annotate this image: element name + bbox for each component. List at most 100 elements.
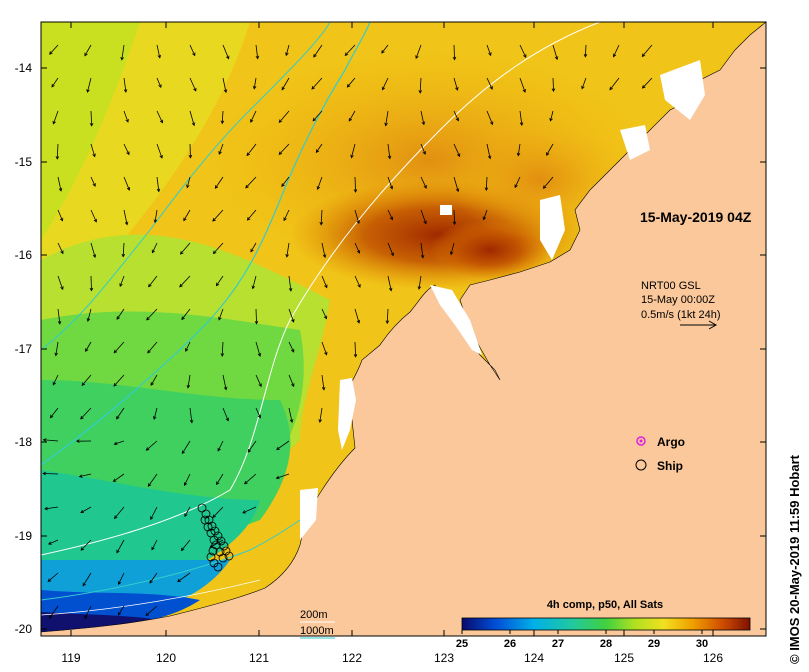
colorbar-tick-label: 26 (504, 638, 516, 650)
current-arrow (212, 242, 224, 255)
current-arrow (244, 473, 257, 485)
current-arrow (216, 473, 224, 486)
current-arrow (486, 110, 494, 126)
current-arrow (49, 44, 59, 55)
current-arrow (186, 374, 191, 389)
current-arrow (180, 539, 191, 552)
colorbar-ticks: 25 26 27 28 29 30 (456, 630, 708, 650)
current-arrow (486, 77, 493, 90)
current-arrow (180, 242, 191, 255)
current-arrow (181, 308, 191, 321)
current-arrow (417, 275, 422, 290)
current-arrow (551, 77, 556, 93)
contour-1000m-label: 1000m (300, 625, 334, 637)
current-arrow (609, 77, 620, 91)
current-arrow (453, 77, 459, 91)
current-arrow (189, 110, 196, 127)
current-arrow (486, 143, 492, 160)
current-arrow (278, 143, 290, 155)
current-arrow (281, 176, 290, 187)
current-arrow (387, 242, 394, 257)
contour-200m (41, 22, 601, 556)
current-arrow (218, 308, 224, 321)
current-arrow (420, 209, 427, 225)
current-arrow (313, 44, 323, 58)
current-arrow (217, 440, 224, 452)
current-arrow (52, 374, 59, 386)
current-scale: 0.5m/s (1kt 24h) (641, 309, 720, 321)
current-arrow (47, 539, 59, 545)
contour-200m-b (41, 579, 261, 616)
current-arrow (316, 176, 323, 190)
current-arrow (90, 176, 96, 187)
current-arrow (452, 209, 457, 226)
current-arrow (519, 77, 526, 93)
current-arrow (212, 209, 224, 222)
current-arrow (149, 572, 158, 584)
legend: Argo Ship (635, 435, 685, 473)
current-arrow (315, 143, 323, 154)
current-arrow (242, 506, 257, 514)
current-arrow (148, 275, 158, 288)
current-arrow (156, 143, 163, 159)
current-time: 15-May 00:00Z (641, 294, 715, 306)
current-arrow (86, 308, 92, 322)
current-arrow (255, 407, 262, 419)
current-arrow (354, 308, 361, 324)
scale-arrow-icon (680, 320, 718, 330)
current-arrow (250, 242, 257, 253)
current-arrow (156, 77, 162, 89)
current-arrow (516, 143, 521, 157)
current-arrow (222, 44, 230, 60)
current-arrow (381, 77, 389, 91)
ship-observation (211, 540, 221, 550)
current-arrow (348, 110, 356, 122)
lat-tick-label: -16 (15, 248, 33, 262)
current-arrow (183, 473, 191, 486)
lon-tick-label: 120 (156, 651, 176, 665)
current-arrow (321, 374, 326, 391)
current-arrow (288, 407, 294, 423)
current-arrow (321, 275, 328, 289)
current-arrow (278, 110, 290, 124)
current-arrow (220, 110, 225, 125)
current-arrow (321, 242, 327, 259)
current-arrow (119, 275, 125, 288)
current-arrow (90, 242, 97, 259)
lat-tick-label: -19 (15, 529, 33, 543)
current-arrow (387, 275, 393, 292)
contour-200m-label: 200m (300, 609, 328, 621)
current-arrow (255, 44, 260, 60)
current-arrow (151, 539, 158, 551)
current-arrow (542, 176, 554, 189)
current-arrow (546, 143, 554, 156)
current-arrow (222, 77, 228, 94)
current-arrow (44, 506, 59, 511)
current-arrow (254, 308, 259, 325)
current-arrow (255, 374, 262, 388)
current-arrow (387, 143, 392, 160)
current-arrow (116, 407, 125, 420)
current-arrow (51, 77, 59, 88)
lon-tick-label: 124 (524, 651, 544, 665)
ship-observation (197, 503, 207, 513)
current-arrow (186, 176, 191, 189)
current-arrow (80, 506, 92, 514)
current-arrow (80, 407, 92, 420)
colorbar-scale (461, 617, 751, 631)
current-arrow (321, 308, 328, 320)
current-arrow (514, 176, 521, 189)
current-arrow (189, 77, 197, 92)
axis-ticks (41, 22, 766, 636)
ship-observation (201, 509, 211, 519)
ship-observation (203, 522, 213, 532)
current-arrow (52, 110, 59, 125)
current-arrow (581, 77, 587, 90)
current-arrow (151, 242, 158, 254)
current-arrow (121, 242, 126, 258)
current-arrow (48, 605, 59, 619)
current-arrow (415, 44, 422, 60)
current-arrow (384, 110, 389, 127)
current-arrow (85, 341, 92, 352)
